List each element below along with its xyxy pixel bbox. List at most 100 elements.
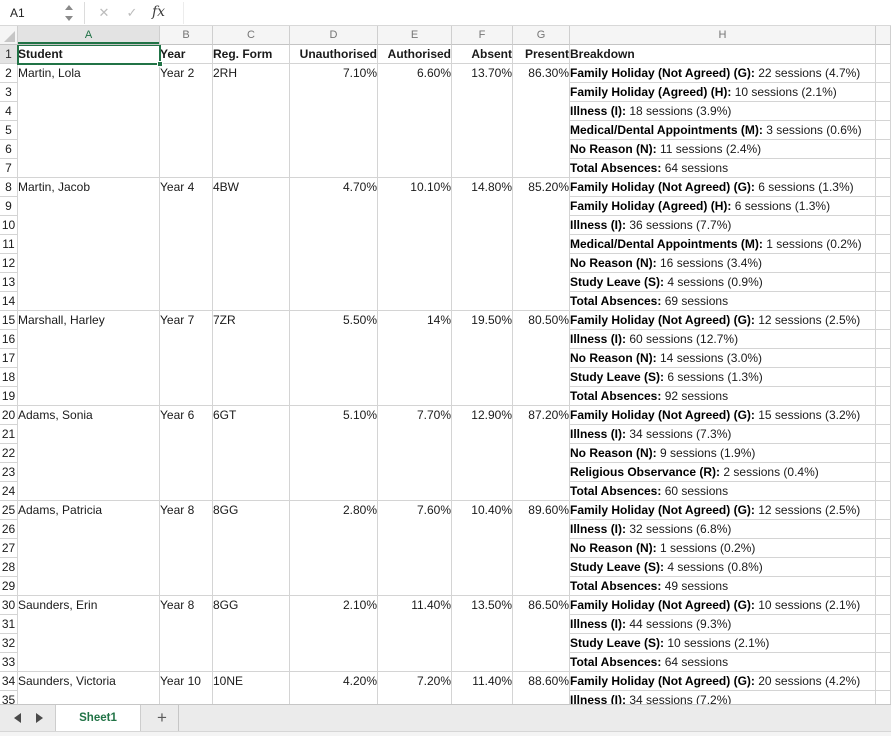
- cell-C20[interactable]: 6GT: [213, 406, 290, 501]
- cell-H18[interactable]: Study Leave (S): 6 sessions (1.3%): [570, 368, 876, 387]
- formula-input[interactable]: [184, 0, 891, 25]
- confirm-icon[interactable]: ✓: [126, 5, 138, 20]
- row-header-21[interactable]: 21: [0, 425, 18, 444]
- row-header-5[interactable]: 5: [0, 121, 18, 140]
- cell-C2[interactable]: 2RH: [213, 64, 290, 178]
- cell-H30[interactable]: Family Holiday (Not Agreed) (G): 10 sess…: [570, 596, 876, 615]
- cell-extra-13[interactable]: [876, 273, 891, 292]
- row-header-8[interactable]: 8: [0, 178, 18, 197]
- cell-B15[interactable]: Year 7: [160, 311, 213, 406]
- row-header-19[interactable]: 19: [0, 387, 18, 406]
- row-header-27[interactable]: 27: [0, 539, 18, 558]
- row-header-3[interactable]: 3: [0, 83, 18, 102]
- cell-extra-5[interactable]: [876, 121, 891, 140]
- row-header-25[interactable]: 25: [0, 501, 18, 520]
- cell-H29[interactable]: Total Absences: 49 sessions: [570, 577, 876, 596]
- column-header-B[interactable]: B: [160, 26, 213, 45]
- row-header-33[interactable]: 33: [0, 653, 18, 672]
- cell-E34[interactable]: 7.20%: [378, 672, 452, 704]
- cell-H32[interactable]: Study Leave (S): 10 sessions (2.1%): [570, 634, 876, 653]
- cell-D20[interactable]: 5.10%: [290, 406, 378, 501]
- cell-H31[interactable]: Illness (I): 44 sessions (9.3%): [570, 615, 876, 634]
- row-header-34[interactable]: 34: [0, 672, 18, 691]
- cell-H35[interactable]: Illness (I): 34 sessions (7.2%): [570, 691, 876, 704]
- cell-H3[interactable]: Family Holiday (Agreed) (H): 10 sessions…: [570, 83, 876, 102]
- cell-extra-19[interactable]: [876, 387, 891, 406]
- fill-handle[interactable]: [157, 61, 163, 67]
- cell-F1[interactable]: Absent: [452, 45, 513, 64]
- cell-H5[interactable]: Medical/Dental Appointments (M): 3 sessi…: [570, 121, 876, 140]
- cell-D2[interactable]: 7.10%: [290, 64, 378, 178]
- cell-A20[interactable]: Adams, Sonia: [18, 406, 160, 501]
- cell-C34[interactable]: 10NE: [213, 672, 290, 704]
- cell-H28[interactable]: Study Leave (S): 4 sessions (0.8%): [570, 558, 876, 577]
- row-header-18[interactable]: 18: [0, 368, 18, 387]
- column-header-F[interactable]: F: [452, 26, 513, 45]
- cell-G15[interactable]: 80.50%: [513, 311, 570, 406]
- cell-H4[interactable]: Illness (I): 18 sessions (3.9%): [570, 102, 876, 121]
- row-header-29[interactable]: 29: [0, 577, 18, 596]
- cell-H33[interactable]: Total Absences: 64 sessions: [570, 653, 876, 672]
- row-header-23[interactable]: 23: [0, 463, 18, 482]
- cell-H13[interactable]: Study Leave (S): 4 sessions (0.9%): [570, 273, 876, 292]
- cell-extra-33[interactable]: [876, 653, 891, 672]
- cell-extra-15[interactable]: [876, 311, 891, 330]
- stepper-down-icon[interactable]: [65, 16, 73, 21]
- cell-extra-16[interactable]: [876, 330, 891, 349]
- cell-extra-31[interactable]: [876, 615, 891, 634]
- cell-H1[interactable]: Breakdown: [570, 45, 876, 64]
- cell-E25[interactable]: 7.60%: [378, 501, 452, 596]
- cell-H14[interactable]: Total Absences: 69 sessions: [570, 292, 876, 311]
- cell-B1[interactable]: Year: [160, 45, 213, 64]
- cell-extra-25[interactable]: [876, 501, 891, 520]
- cell-extra-9[interactable]: [876, 197, 891, 216]
- cell-F2[interactable]: 13.70%: [452, 64, 513, 178]
- cell-extra-3[interactable]: [876, 83, 891, 102]
- cell-H25[interactable]: Family Holiday (Not Agreed) (G): 12 sess…: [570, 501, 876, 520]
- cell-H19[interactable]: Total Absences: 92 sessions: [570, 387, 876, 406]
- cell-extra-30[interactable]: [876, 596, 891, 615]
- column-header-extra[interactable]: [876, 26, 891, 45]
- cell-H21[interactable]: Illness (I): 34 sessions (7.3%): [570, 425, 876, 444]
- cell-H24[interactable]: Total Absences: 60 sessions: [570, 482, 876, 501]
- cell-A30[interactable]: Saunders, Erin: [18, 596, 160, 672]
- row-header-17[interactable]: 17: [0, 349, 18, 368]
- name-box[interactable]: A1: [10, 6, 25, 20]
- cell-G30[interactable]: 86.50%: [513, 596, 570, 672]
- cell-F15[interactable]: 19.50%: [452, 311, 513, 406]
- cell-extra-1[interactable]: [876, 45, 891, 64]
- row-header-4[interactable]: 4: [0, 102, 18, 121]
- column-header-C[interactable]: C: [213, 26, 290, 45]
- cell-F25[interactable]: 10.40%: [452, 501, 513, 596]
- cell-extra-22[interactable]: [876, 444, 891, 463]
- cell-G2[interactable]: 86.30%: [513, 64, 570, 178]
- cell-E15[interactable]: 14%: [378, 311, 452, 406]
- cell-F34[interactable]: 11.40%: [452, 672, 513, 704]
- row-header-9[interactable]: 9: [0, 197, 18, 216]
- cell-extra-12[interactable]: [876, 254, 891, 273]
- cell-H15[interactable]: Family Holiday (Not Agreed) (G): 12 sess…: [570, 311, 876, 330]
- cell-B8[interactable]: Year 4: [160, 178, 213, 311]
- cell-E8[interactable]: 10.10%: [378, 178, 452, 311]
- cell-E30[interactable]: 11.40%: [378, 596, 452, 672]
- row-header-14[interactable]: 14: [0, 292, 18, 311]
- row-header-24[interactable]: 24: [0, 482, 18, 501]
- cell-extra-10[interactable]: [876, 216, 891, 235]
- name-box-stepper[interactable]: [64, 5, 74, 21]
- cell-A34[interactable]: Saunders, Victoria: [18, 672, 160, 704]
- cell-B34[interactable]: Year 10: [160, 672, 213, 704]
- cell-extra-32[interactable]: [876, 634, 891, 653]
- cell-H2[interactable]: Family Holiday (Not Agreed) (G): 22 sess…: [570, 64, 876, 83]
- cell-D1[interactable]: Unauthorised: [290, 45, 378, 64]
- cell-H11[interactable]: Medical/Dental Appointments (M): 1 sessi…: [570, 235, 876, 254]
- cell-H10[interactable]: Illness (I): 36 sessions (7.7%): [570, 216, 876, 235]
- cancel-icon[interactable]: ✕: [98, 5, 110, 20]
- cell-E20[interactable]: 7.70%: [378, 406, 452, 501]
- cell-H8[interactable]: Family Holiday (Not Agreed) (G): 6 sessi…: [570, 178, 876, 197]
- cell-extra-21[interactable]: [876, 425, 891, 444]
- cell-extra-34[interactable]: [876, 672, 891, 691]
- cell-extra-6[interactable]: [876, 140, 891, 159]
- cell-A25[interactable]: Adams, Patricia: [18, 501, 160, 596]
- cell-A8[interactable]: Martin, Jacob: [18, 178, 160, 311]
- row-header-35[interactable]: 35: [0, 691, 18, 704]
